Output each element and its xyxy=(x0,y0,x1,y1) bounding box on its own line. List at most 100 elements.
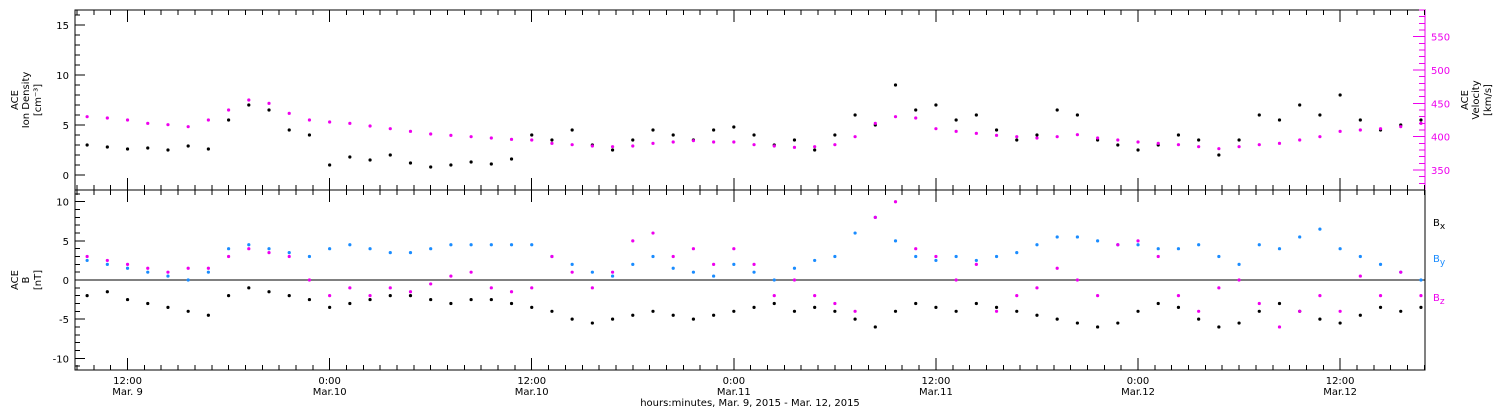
ion-density-point xyxy=(247,103,251,107)
bz-point xyxy=(1035,286,1039,290)
bx-point xyxy=(954,309,958,313)
bx-point xyxy=(1217,325,1221,329)
velocity-point xyxy=(146,121,150,125)
bx-point xyxy=(348,301,352,306)
velocity-point xyxy=(853,135,857,139)
by-point xyxy=(631,262,635,266)
by-point xyxy=(813,258,817,263)
by-point xyxy=(1257,243,1261,247)
ion-density-point xyxy=(1197,138,1201,142)
bz-point xyxy=(893,200,898,204)
bz-point xyxy=(1096,294,1100,298)
bz-point xyxy=(631,239,635,243)
ion-density-point xyxy=(1116,143,1120,147)
ion-density-point xyxy=(1298,103,1302,107)
bx-point xyxy=(671,313,675,317)
bz-point xyxy=(186,266,190,270)
by-point xyxy=(1136,243,1140,247)
ion-density-point xyxy=(792,138,797,142)
x-tick-time-label: 12:00 xyxy=(922,376,951,387)
legend-bz-base: B xyxy=(1433,293,1440,304)
by-point xyxy=(1055,235,1059,239)
bz-point xyxy=(590,286,594,290)
by-point xyxy=(186,278,190,282)
by-point xyxy=(206,270,210,274)
bz-point xyxy=(530,286,534,290)
velocity-point xyxy=(1378,127,1383,131)
ion-density-point xyxy=(994,128,999,132)
x-tick-time-label: 12:00 xyxy=(517,376,546,387)
velocity-point xyxy=(1277,141,1282,145)
ion-density-point xyxy=(550,138,554,142)
velocity-tick-label: 500 xyxy=(1431,66,1450,77)
ion-density-point xyxy=(226,118,231,122)
ion-density-point xyxy=(469,160,473,164)
bz-point xyxy=(1116,243,1120,247)
bx-point xyxy=(1015,309,1019,313)
by-point xyxy=(267,247,271,251)
x-axis-title: hours:minutes, Mar. 9, 2015 - Mar. 12, 2… xyxy=(640,398,860,409)
bx-point xyxy=(1136,309,1140,313)
bx-point xyxy=(1156,301,1160,306)
top-y-tick-label: 5 xyxy=(63,121,69,132)
bz-point xyxy=(1338,309,1342,313)
ion-density-point xyxy=(1055,108,1059,112)
ion-density-point xyxy=(85,143,89,147)
legend-bz: Bz xyxy=(1433,293,1445,307)
legend-bx-sub: x xyxy=(1440,222,1446,232)
ion-density-point xyxy=(1217,153,1221,157)
velocity-point xyxy=(1298,138,1302,142)
by-point xyxy=(1358,254,1362,259)
top-left-axis-ticks: 0 5 10 15 xyxy=(56,14,85,182)
velocity-point xyxy=(974,131,978,135)
bz-point xyxy=(509,290,514,294)
by-point xyxy=(408,251,413,255)
velocity-point xyxy=(610,145,615,149)
bz-point xyxy=(105,258,109,263)
by-point xyxy=(469,243,473,247)
velocity-point xyxy=(792,145,797,149)
bz-point xyxy=(1257,301,1261,306)
bz-point xyxy=(853,309,857,313)
by-point xyxy=(893,239,898,243)
x-tick-date-label: Mar. 9 xyxy=(112,387,143,398)
bx-point xyxy=(125,297,130,302)
bottom-y-tick-label: 10 xyxy=(56,198,69,209)
ion-density-point xyxy=(105,145,109,149)
ion-density-point xyxy=(833,133,837,137)
by-point xyxy=(530,243,534,247)
ion-density-point xyxy=(974,113,978,117)
x-tick-date-label: Mar.10 xyxy=(515,387,549,398)
velocity-point xyxy=(1419,121,1423,125)
bz-point xyxy=(954,278,958,282)
ion-density-point xyxy=(1015,138,1019,142)
velocity-point xyxy=(732,140,736,144)
velocity-point xyxy=(934,127,938,131)
by-point xyxy=(489,243,493,247)
bz-point xyxy=(1277,325,1282,329)
by-point xyxy=(1015,251,1019,255)
velocity-point xyxy=(509,137,514,141)
bx-point xyxy=(651,309,655,313)
ion-density-point xyxy=(914,108,918,112)
velocity-point xyxy=(166,123,170,127)
velocity-point xyxy=(125,118,130,122)
ion-density-point xyxy=(671,133,675,137)
bz-point xyxy=(146,266,150,270)
bx-point xyxy=(550,309,554,313)
bx-point xyxy=(1096,325,1100,329)
bx-point xyxy=(570,317,574,321)
bz-point xyxy=(752,262,756,266)
bz-point xyxy=(1136,239,1140,243)
by-point xyxy=(752,270,756,274)
bottom-ylabel-line2: B xyxy=(21,276,32,283)
ion-density-point xyxy=(934,103,938,107)
ion-density-point xyxy=(388,153,392,157)
by-point xyxy=(1298,235,1302,239)
top-y-tick-label: 10 xyxy=(56,71,69,82)
by-point xyxy=(974,258,978,263)
velocity-point xyxy=(590,144,594,148)
bz-point xyxy=(1237,278,1241,282)
ion-density-point xyxy=(1176,133,1181,137)
bz-point xyxy=(994,309,999,313)
